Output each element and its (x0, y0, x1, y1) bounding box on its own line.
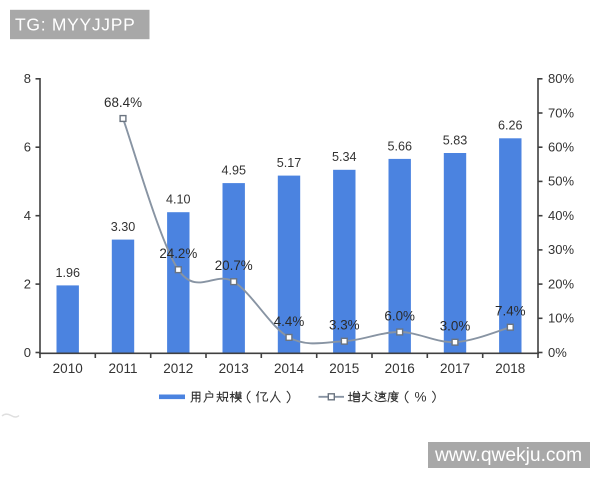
svg-text:0%: 0% (548, 345, 567, 360)
svg-text:2011: 2011 (108, 361, 137, 376)
svg-text:8: 8 (24, 71, 31, 86)
svg-text:7.4%: 7.4% (495, 304, 526, 319)
svg-text:2016: 2016 (385, 361, 415, 376)
svg-text:2013: 2013 (219, 361, 249, 376)
svg-text:2: 2 (24, 276, 31, 291)
svg-text:4.10: 4.10 (166, 193, 191, 207)
svg-text:24.2%: 24.2% (159, 246, 197, 261)
svg-text:30%: 30% (548, 242, 574, 257)
svg-text:20%: 20% (548, 276, 574, 291)
svg-text:10%: 10% (548, 311, 574, 326)
svg-text:www.qwekju.com: www.qwekju.com (434, 445, 582, 466)
svg-text:6: 6 (24, 140, 31, 155)
svg-text:20.7%: 20.7% (215, 258, 253, 273)
svg-text:2012: 2012 (163, 361, 193, 376)
svg-text:50%: 50% (548, 174, 574, 189)
svg-text:%: % (415, 390, 427, 405)
svg-text:0: 0 (24, 345, 31, 360)
svg-text:2015: 2015 (329, 361, 359, 376)
svg-text:2014: 2014 (274, 361, 305, 376)
svg-text:3.0%: 3.0% (440, 319, 471, 334)
svg-text:60%: 60% (548, 140, 574, 155)
svg-text:4.4%: 4.4% (274, 314, 305, 329)
svg-text:6.26: 6.26 (498, 119, 523, 133)
svg-text:4.95: 4.95 (221, 164, 246, 178)
svg-text:5.17: 5.17 (277, 156, 302, 170)
svg-text:80%: 80% (548, 71, 574, 86)
svg-text:3.3%: 3.3% (329, 318, 360, 333)
svg-text:2018: 2018 (495, 361, 525, 376)
svg-text:5.83: 5.83 (443, 133, 468, 147)
svg-text:3.30: 3.30 (111, 220, 136, 234)
svg-text:4: 4 (24, 208, 31, 223)
svg-text:5.66: 5.66 (387, 139, 412, 153)
svg-text:5.34: 5.34 (332, 150, 357, 164)
svg-text:2017: 2017 (440, 361, 470, 376)
svg-text:2010: 2010 (53, 361, 83, 376)
svg-text:6.0%: 6.0% (384, 309, 415, 324)
svg-text:1.96: 1.96 (55, 266, 80, 280)
svg-text:40%: 40% (548, 208, 574, 223)
svg-text:70%: 70% (548, 105, 574, 120)
svg-text:TG: MYYJJPP: TG: MYYJJPP (15, 15, 136, 35)
svg-text:68.4%: 68.4% (104, 95, 142, 110)
